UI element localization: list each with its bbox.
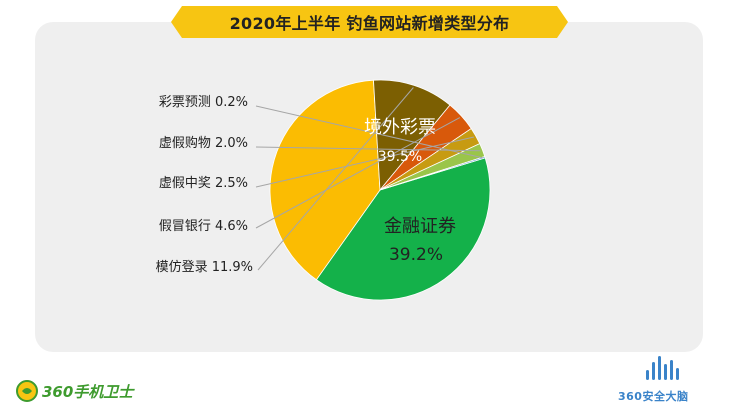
shield-logo-icon	[16, 380, 38, 402]
pie-slice-3	[373, 79, 451, 192]
slice-label-7: 彩票预测 0.2%	[159, 95, 248, 110]
slice-value-label-2: 39.2%	[389, 245, 443, 265]
title-banner: 2020年上半年 钓鱼网站新增类型分布	[171, 6, 568, 38]
chart-title: 2020年上半年 钓鱼网站新增类型分布	[229, 14, 510, 33]
slice-value-label-1: 39.5%	[378, 149, 422, 165]
slice-label-5: 虚假中奖 2.5%	[159, 176, 248, 191]
slice-label-6: 虚假购物 2.0%	[159, 135, 248, 151]
pie-slice-7	[379, 156, 486, 191]
brand-360-security-brain: 360安全大脑	[618, 352, 718, 408]
right-brand-text: 360安全大脑	[618, 390, 689, 403]
brand-360-mobile-guard: 360手机卫士	[16, 379, 133, 403]
leader-line-3	[257, 87, 414, 271]
slice-label-4: 假冒银行 4.6%	[159, 219, 248, 234]
leader-line-7	[255, 105, 484, 159]
soundwave-logo-icon	[646, 356, 679, 380]
slice-label-3: 模仿登录 11.9%	[156, 260, 253, 275]
slice-name-label-2: 金融证券	[384, 216, 456, 237]
leader-line-5	[255, 136, 474, 188]
pie-slice-1	[315, 157, 491, 301]
slice-name-label-1: 境外彩票	[364, 117, 436, 138]
leader-line-4	[255, 117, 461, 229]
left-brand-text: 360手机卫士	[42, 382, 134, 401]
pie-slice-2	[269, 79, 381, 281]
leader-line-6	[255, 146, 481, 152]
